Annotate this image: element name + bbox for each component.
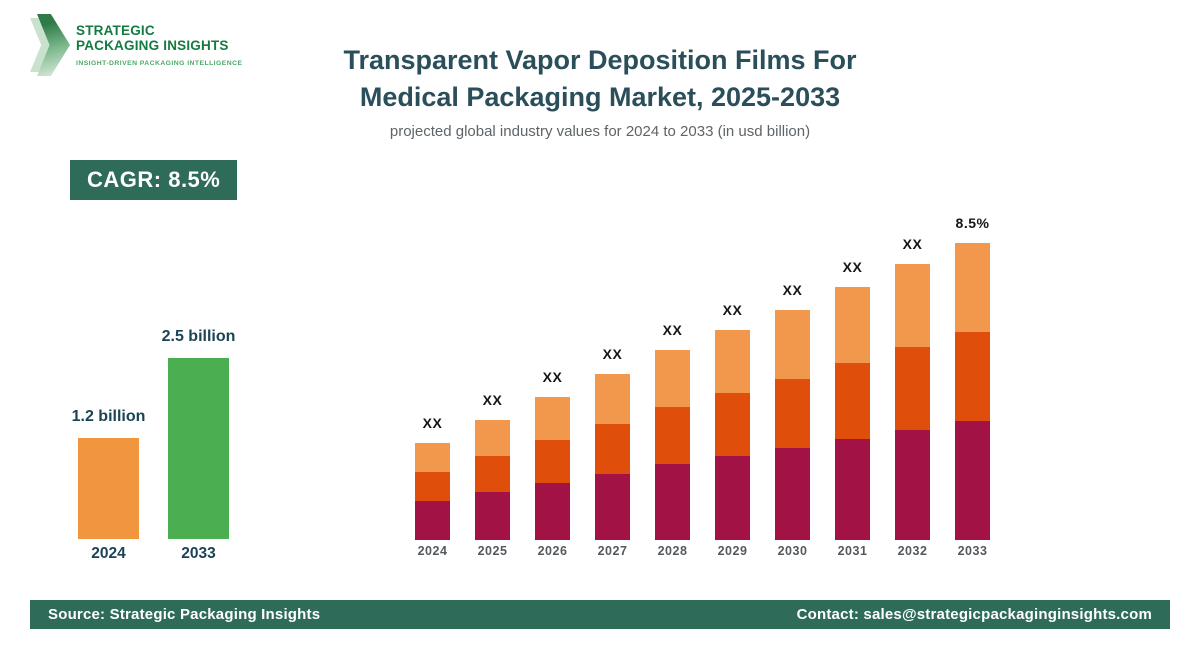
stacked-bar-2033 [955,243,990,540]
page-subtitle: projected global industry values for 202… [389,123,811,140]
stacked-bar-2028 [655,350,690,540]
brand-chevron-icon [30,14,70,76]
stacked-bar-2030 [775,310,810,540]
bar-segment-bottom [715,456,750,540]
mini-bar-2024 [78,438,139,539]
bar-segment-top [835,287,870,363]
stacked-bar-chart: XX 2024 XX 2025 XX 2026 XX 2027 XX 2028 XX 2029 XX 20… [415,215,990,559]
bar-segment-middle [955,332,990,421]
bar-segment-bottom [655,464,690,540]
x-axis-label: 2025 [477,544,508,558]
bar-value-label: XX [422,415,443,431]
stacked-bar-2026 [535,397,570,540]
page-title: Transparent Vapor Deposition Films For Me… [0,42,1200,116]
stacked-bar-column-2029: XX 2029 [715,302,750,559]
brand-text: STRATEGIC PACKAGING INSIGHTS INSIGHT-DRI… [76,14,242,67]
bar-segment-bottom [895,430,930,540]
bar-segment-middle [415,472,450,501]
bar-segment-top [895,264,930,347]
x-axis-label: 2030 [777,544,808,558]
bar-segment-top [535,397,570,440]
stacked-bar-column-2031: XX 2031 [835,259,870,559]
stacked-bar-column-2028: XX 2028 [655,322,690,559]
bar-segment-bottom [955,421,990,540]
bar-value-label: XX [842,259,863,275]
x-axis-label: 2026 [537,544,568,558]
x-axis-label: 2033 [957,544,988,558]
x-axis-label: 2031 [837,544,868,558]
mini-bar-2033 [168,358,229,539]
footer-bar: Source: Strategic Packaging Insights Con… [30,600,1170,629]
bar-segment-top [955,243,990,332]
stacked-bar-column-2025: XX 2025 [475,392,510,559]
mini-bar-column-2033: 2.5 billion 2033 [162,328,236,562]
bar-segment-middle [655,407,690,464]
brand-name-line2: PACKAGING INSIGHTS [76,38,229,53]
bar-segment-middle [595,424,630,474]
brand-logo: STRATEGIC PACKAGING INSIGHTS INSIGHT-DRI… [30,14,242,76]
bar-value-label: XX [662,322,683,338]
stacked-bar-2025 [475,420,510,540]
bar-value-label: XX [782,282,803,298]
stacked-bar-column-2033: 8.5% 2033 [955,215,990,559]
stacked-bar-column-2032: XX 2032 [895,236,930,559]
footer-contact: Contact: sales@strategicpackaginginsight… [796,606,1152,623]
mini-year-label: 2024 [91,545,126,562]
x-axis-label: 2027 [597,544,628,558]
x-axis-label: 2032 [897,544,928,558]
bar-segment-bottom [415,501,450,540]
bar-segment-middle [895,347,930,430]
bar-segment-top [715,330,750,393]
bar-value-label: XX [542,369,563,385]
mini-bar-column-2024: 1.2 billion 2024 [72,408,146,562]
stacked-bar-2029 [715,330,750,540]
bar-segment-middle [835,363,870,439]
page-title-line2: Medical Packaging Market, 2025-2033 [359,82,841,112]
x-axis-label: 2024 [417,544,448,558]
brand-tagline: INSIGHT-DRIVEN PACKAGING INTELLIGENCE [76,60,243,67]
bar-segment-middle [775,379,810,448]
stacked-bar-2032 [895,264,930,540]
stacked-bar-column-2030: XX 2030 [775,282,810,559]
bar-segment-top [475,420,510,456]
bar-segment-top [415,443,450,472]
bar-value-label: XX [482,392,503,408]
mini-year-label: 2033 [181,545,216,562]
bar-segment-bottom [835,439,870,540]
bar-segment-bottom [775,448,810,540]
bar-segment-middle [535,440,570,483]
bar-segment-top [775,310,810,379]
brand-name-line1: STRATEGIC [76,23,155,38]
page-title-line1: Transparent Vapor Deposition Films For [343,45,857,75]
bar-segment-bottom [475,492,510,540]
bar-segment-bottom [535,483,570,540]
cagr-badge: CAGR: 8.5% [70,160,238,200]
bar-segment-middle [475,456,510,492]
bar-value-label: XX [902,236,923,252]
mini-value-label: 2.5 billion [161,328,236,345]
x-axis-label: 2028 [657,544,688,558]
bar-value-label: XX [602,346,623,362]
bar-segment-top [655,350,690,407]
title-block: Transparent Vapor Deposition Films For Me… [0,42,1200,140]
bar-value-label: XX [722,302,743,318]
stacked-bar-2024 [415,443,450,540]
stacked-bar-column-2026: XX 2026 [535,369,570,559]
stacked-bar-2031 [835,287,870,540]
x-axis-label: 2029 [717,544,748,558]
stacked-bar-column-2027: XX 2027 [595,346,630,559]
stacked-bar-column-2024: XX 2024 [415,415,450,559]
bar-segment-middle [715,393,750,456]
bar-segment-top [595,374,630,424]
bar-segment-bottom [595,474,630,540]
mini-comparison-chart: 1.2 billion 2024 2.5 billion 2033 [72,328,236,562]
mini-value-label: 1.2 billion [71,408,146,425]
stacked-bar-2027 [595,374,630,540]
footer-source: Source: Strategic Packaging Insights [48,606,321,623]
bar-value-label: 8.5% [955,215,990,231]
